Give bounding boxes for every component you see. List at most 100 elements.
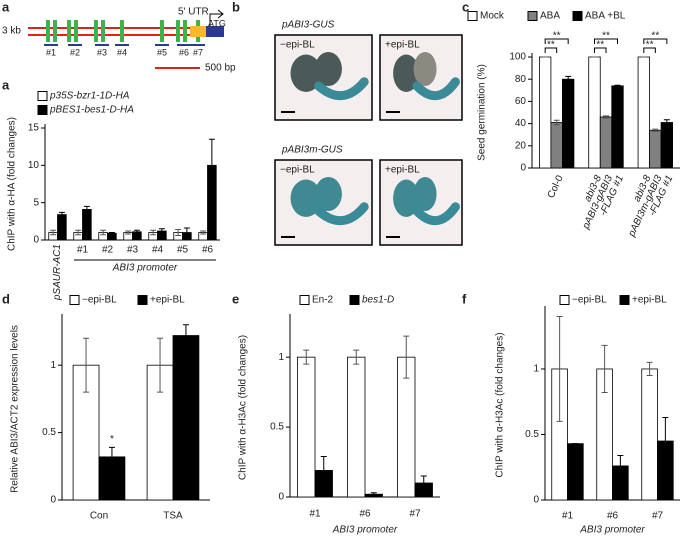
seed: [393, 54, 420, 92]
panel-letter: a: [2, 77, 10, 92]
site-label: #2: [70, 47, 80, 57]
y-tick-label: 0: [33, 235, 39, 246]
site-label: #4: [117, 47, 127, 57]
y-axis-label: ChIP with α-HA (fold changes): [7, 117, 18, 251]
bar: [172, 335, 200, 501]
y-tick-label: 0: [533, 495, 539, 506]
x-tick-label: TSA: [163, 511, 183, 522]
sig-bracket: [544, 38, 569, 44]
bar: [562, 78, 575, 169]
panel-letter: b: [232, 0, 240, 14]
site-label: #7: [193, 47, 203, 57]
sig-label: **: [596, 40, 604, 51]
scalebar-label: 500 bp: [205, 63, 236, 74]
bar: [57, 214, 67, 241]
legend-label: ABA: [540, 11, 560, 22]
x-tick-label: #2: [102, 245, 114, 256]
legend-swatch: [299, 295, 310, 305]
error-bar: [565, 75, 572, 83]
y-axis-label: Seed germination (%): [477, 64, 488, 161]
x-tick-label: Col-0: [546, 173, 566, 200]
site-label: #3: [97, 47, 107, 57]
y-tick-label: 0.5: [525, 429, 539, 440]
y-tick-label: 20: [515, 140, 527, 151]
error-bar: [108, 232, 115, 235]
x-tick-label: #6: [202, 245, 214, 256]
legend-swatch: [572, 11, 583, 21]
image-label: −epi-BL: [280, 40, 315, 51]
atg-box: [206, 26, 224, 37]
seed: [314, 52, 342, 86]
image-label: −epi-BL: [280, 165, 315, 176]
error-bar: [125, 230, 132, 235]
utr-label: 5′ UTR: [178, 7, 209, 18]
site-label: #6: [179, 47, 189, 57]
scale-label: 3 kb: [2, 26, 21, 37]
y-axis-label: Relative ABI3/ACT2 expression levels: [10, 325, 21, 493]
y-tick-label: 1: [278, 352, 284, 363]
bar: [641, 368, 658, 501]
sig-bracket: [544, 47, 558, 53]
error-bar: [353, 349, 360, 365]
seed: [413, 177, 437, 211]
legend-swatch: [37, 105, 48, 115]
error-bar: [646, 361, 653, 377]
legend-label: −epi-BL: [82, 295, 117, 306]
legend-swatch: [467, 11, 478, 21]
legend-swatch: [559, 295, 570, 305]
error-bar: [556, 316, 563, 422]
bar: [347, 356, 366, 498]
error-bar: [208, 138, 215, 192]
x-tick-label: #6: [607, 511, 619, 522]
x-tick-label: #4: [152, 245, 164, 256]
error-bar: [150, 229, 157, 236]
y-axis-label: ChIP with α-H3Ac (fold changes): [495, 332, 506, 477]
y-tick-label: 10: [28, 160, 40, 171]
sig-label: **: [553, 31, 561, 42]
sig-bracket: [593, 47, 607, 53]
y-tick-label: 80: [515, 74, 527, 85]
bar: [611, 85, 624, 169]
sig-label: **: [602, 31, 610, 42]
error-bar: [370, 492, 377, 497]
seed: [413, 52, 437, 86]
error-bar: [75, 229, 82, 236]
panel-letter: a: [2, 0, 10, 14]
x-axis-label: ABI3 promoter: [332, 525, 398, 536]
bar: [588, 56, 601, 169]
error-bar: [662, 416, 669, 466]
seed: [290, 54, 322, 92]
x-tick-label: pSAUR-AC1: [52, 244, 63, 301]
y-tick-label: 5: [33, 197, 39, 208]
error-bar: [100, 229, 107, 236]
error-bar: [175, 229, 182, 237]
x-tick-label: #1: [77, 245, 89, 256]
seed: [393, 179, 420, 217]
image-panel: pABI3-GUS −epi-BL +epi-BL pABI3m-GUS −epi-BL…: [274, 20, 463, 246]
y-tick-label: 60: [515, 96, 527, 107]
x-tick-label: Con: [90, 511, 108, 522]
panel-letter: d: [2, 291, 10, 306]
legend-label: +epi-BL: [150, 295, 185, 306]
legend-label: +epi-BL: [632, 295, 667, 306]
bar: [297, 356, 316, 498]
error-bar: [158, 228, 165, 234]
y-tick-label: 0: [278, 492, 284, 503]
error-bar: [200, 230, 207, 235]
seed: [314, 177, 342, 211]
sites: [46, 20, 200, 42]
image-title: pABI3-GUS: [281, 20, 335, 31]
legend-label: p35S-bzr1-1D-HA: [49, 91, 130, 102]
bar: [146, 364, 174, 501]
x-axis-label: ABI3 promoter: [579, 525, 645, 536]
bar: [567, 443, 584, 501]
hypocotyl: [314, 77, 369, 101]
legend-swatch: [37, 91, 48, 101]
sig-bracket: [643, 47, 656, 53]
x-tick-label: #1: [562, 511, 574, 522]
legend-label: Mock: [480, 11, 505, 22]
error-bar: [403, 335, 410, 379]
legend-label: bes1-D: [362, 295, 394, 306]
error-bar: [603, 115, 609, 119]
